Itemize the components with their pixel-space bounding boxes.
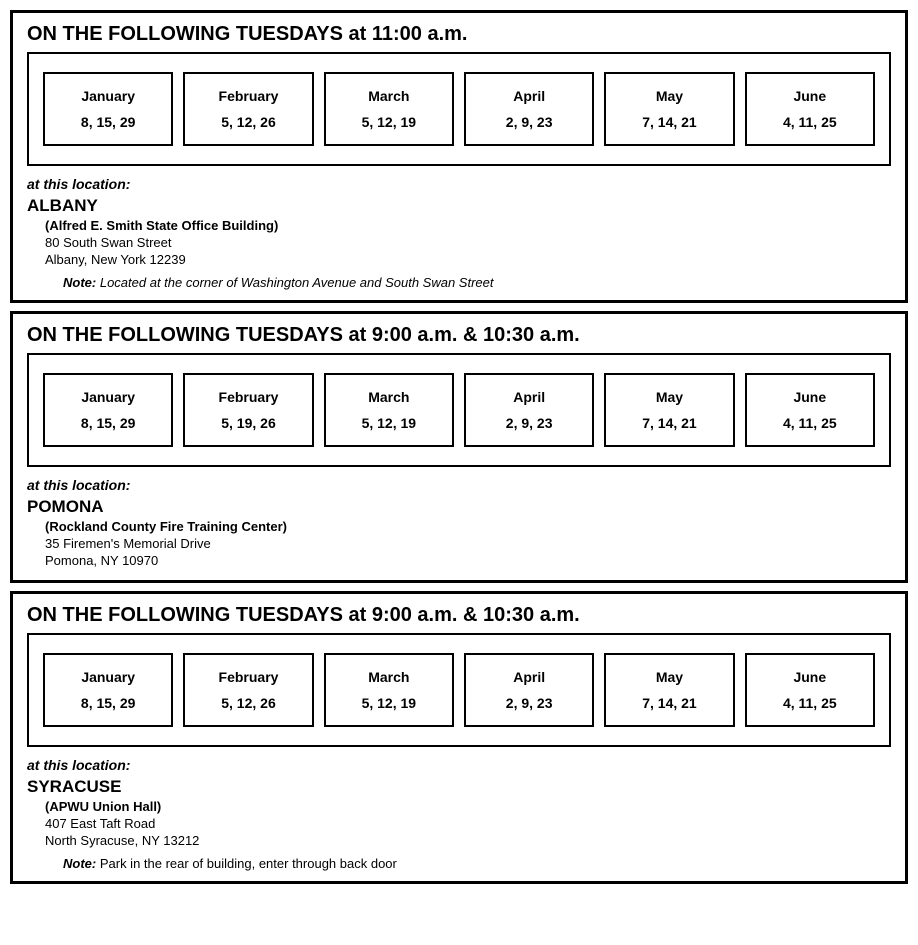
month-name: June [753, 88, 867, 104]
location-city: POMONA [27, 497, 891, 517]
month-box: April 2, 9, 23 [464, 653, 594, 727]
location-citystate: North Syracuse, NY 13212 [45, 833, 891, 848]
month-name: June [753, 669, 867, 685]
location-citystate: Pomona, NY 10970 [45, 553, 891, 568]
location-city: ALBANY [27, 196, 891, 216]
month-name: April [472, 88, 586, 104]
month-box: January 8, 15, 29 [43, 72, 173, 146]
month-name: January [51, 389, 165, 405]
location-street: 407 East Taft Road [45, 816, 891, 831]
month-name: February [191, 669, 305, 685]
month-box: March 5, 12, 19 [324, 72, 454, 146]
month-dates: 8, 15, 29 [51, 695, 165, 711]
month-dates: 7, 14, 21 [612, 415, 726, 431]
month-dates: 8, 15, 29 [51, 114, 165, 130]
location-venue: (APWU Union Hall) [45, 799, 891, 814]
month-name: January [51, 88, 165, 104]
month-box: June 4, 11, 25 [745, 72, 875, 146]
months-frame: January 8, 15, 29 February 5, 19, 26 March 5,… [27, 353, 891, 467]
location-note: Note: Located at the corner of Washingto… [63, 275, 891, 290]
month-box: May 7, 14, 21 [604, 373, 734, 447]
months-frame: January 8, 15, 29 February 5, 12, 26 March 5,… [27, 633, 891, 747]
month-box: May 7, 14, 21 [604, 72, 734, 146]
month-name: June [753, 389, 867, 405]
month-box: June 4, 11, 25 [745, 373, 875, 447]
month-name: March [332, 669, 446, 685]
location-note: Note: Park in the rear of building, ente… [63, 856, 891, 871]
month-dates: 5, 12, 26 [191, 114, 305, 130]
month-box: January 8, 15, 29 [43, 373, 173, 447]
month-box: April 2, 9, 23 [464, 373, 594, 447]
month-dates: 7, 14, 21 [612, 114, 726, 130]
at-location-label: at this location: [27, 477, 891, 493]
month-dates: 5, 12, 19 [332, 695, 446, 711]
note-text: Park in the rear of building, enter thro… [100, 856, 397, 871]
section-title: ON THE FOLLOWING TUESDAYS at 9:00 a.m. &… [27, 324, 891, 347]
schedule-section: ON THE FOLLOWING TUESDAYS at 9:00 a.m. &… [10, 591, 908, 884]
schedule-section: ON THE FOLLOWING TUESDAYS at 11:00 a.m. J… [10, 10, 908, 303]
month-name: May [612, 669, 726, 685]
month-dates: 8, 15, 29 [51, 415, 165, 431]
note-label: Note: [63, 275, 96, 290]
month-dates: 5, 12, 26 [191, 695, 305, 711]
month-name: May [612, 389, 726, 405]
month-box: February 5, 12, 26 [183, 653, 313, 727]
month-name: February [191, 389, 305, 405]
month-dates: 2, 9, 23 [472, 695, 586, 711]
month-box: February 5, 19, 26 [183, 373, 313, 447]
month-name: March [332, 389, 446, 405]
location-citystate: Albany, New York 12239 [45, 252, 891, 267]
month-name: January [51, 669, 165, 685]
at-location-label: at this location: [27, 176, 891, 192]
month-dates: 4, 11, 25 [753, 695, 867, 711]
month-dates: 5, 12, 19 [332, 114, 446, 130]
month-dates: 4, 11, 25 [753, 114, 867, 130]
month-dates: 5, 19, 26 [191, 415, 305, 431]
month-name: May [612, 88, 726, 104]
month-box: May 7, 14, 21 [604, 653, 734, 727]
schedule-section: ON THE FOLLOWING TUESDAYS at 9:00 a.m. &… [10, 311, 908, 583]
section-title: ON THE FOLLOWING TUESDAYS at 11:00 a.m. [27, 23, 891, 46]
note-text: Located at the corner of Washington Aven… [100, 275, 494, 290]
location-city: SYRACUSE [27, 777, 891, 797]
month-dates: 2, 9, 23 [472, 415, 586, 431]
month-box: March 5, 12, 19 [324, 373, 454, 447]
month-dates: 2, 9, 23 [472, 114, 586, 130]
note-label: Note: [63, 856, 96, 871]
month-name: February [191, 88, 305, 104]
month-name: April [472, 389, 586, 405]
month-box: January 8, 15, 29 [43, 653, 173, 727]
month-name: April [472, 669, 586, 685]
month-box: February 5, 12, 26 [183, 72, 313, 146]
month-dates: 7, 14, 21 [612, 695, 726, 711]
location-venue: (Rockland County Fire Training Center) [45, 519, 891, 534]
month-dates: 4, 11, 25 [753, 415, 867, 431]
month-box: March 5, 12, 19 [324, 653, 454, 727]
month-dates: 5, 12, 19 [332, 415, 446, 431]
months-frame: January 8, 15, 29 February 5, 12, 26 March 5,… [27, 52, 891, 166]
location-street: 80 South Swan Street [45, 235, 891, 250]
month-name: March [332, 88, 446, 104]
section-title: ON THE FOLLOWING TUESDAYS at 9:00 a.m. &… [27, 604, 891, 627]
at-location-label: at this location: [27, 757, 891, 773]
month-box: April 2, 9, 23 [464, 72, 594, 146]
location-venue: (Alfred E. Smith State Office Building) [45, 218, 891, 233]
month-box: June 4, 11, 25 [745, 653, 875, 727]
location-street: 35 Firemen's Memorial Drive [45, 536, 891, 551]
